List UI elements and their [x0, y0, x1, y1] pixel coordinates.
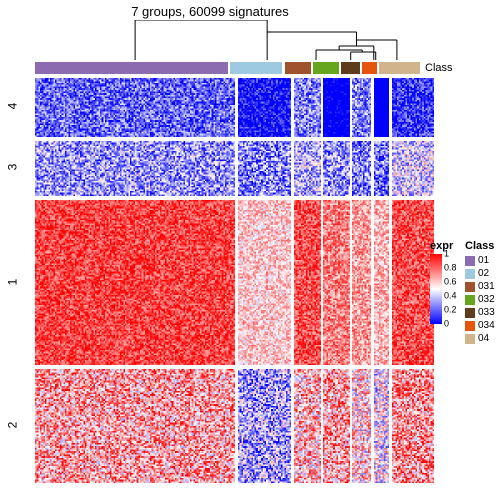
class-legend-label-01: 01: [478, 255, 489, 266]
heatmap-block-3-01: [35, 141, 235, 196]
class-legend: Class 01 02 031 032 033 034 04: [465, 240, 495, 345]
class-legend-item-02: 02: [465, 267, 495, 280]
class-legend-item-033: 033: [465, 306, 495, 319]
class-legend-swatch-031: [465, 282, 475, 292]
row-block-labels: 4 3 1 2: [0, 78, 30, 483]
expr-tick-0.6: 0.6: [444, 278, 457, 287]
class-seg-033: [341, 62, 360, 74]
class-seg-034: [362, 62, 377, 74]
heatmap-block-4-02: [238, 78, 292, 137]
heatmap-block-2-02: [238, 369, 292, 483]
heatmap-block-2-031: [294, 369, 321, 483]
heatmap-block-1-034: [374, 200, 389, 365]
row-label-3: 3: [6, 155, 20, 180]
heatmap-block-1-04: [392, 200, 434, 365]
column-dendrogram: [35, 20, 420, 60]
class-legend-swatch-033: [465, 308, 475, 318]
expr-tick-0.8: 0.8: [444, 264, 457, 273]
heatmap-block-3-032: [323, 141, 350, 196]
class-legend-title: Class: [465, 240, 495, 252]
class-legend-label-02: 02: [478, 268, 489, 279]
heatmap-col-04: [392, 78, 434, 483]
heatmap-block-3-034: [374, 141, 389, 196]
heatmap-block-4-032: [323, 78, 350, 137]
expr-tick-0: 0: [444, 320, 449, 329]
heatmap-block-4-04: [392, 78, 434, 137]
expr-tick-0.2: 0.2: [444, 306, 457, 315]
heatmap-block-1-02: [238, 200, 292, 365]
class-annotation-label: Class: [425, 62, 453, 74]
heatmap-col-02: [238, 78, 292, 483]
heatmap-block-4-031: [294, 78, 321, 137]
heatmap-block-2-033: [352, 369, 371, 483]
class-seg-032: [313, 62, 339, 74]
class-seg-04: [379, 62, 420, 74]
expr-tick-1: 1: [444, 250, 449, 259]
heatmap-col-032: [323, 78, 350, 483]
expr-gradient-bar: 10.80.60.40.20: [430, 254, 442, 324]
class-legend-label-032: 032: [478, 294, 495, 305]
class-legend-label-033: 033: [478, 307, 495, 318]
class-legend-label-04: 04: [478, 333, 489, 344]
class-seg-02: [230, 62, 282, 74]
class-legend-swatch-032: [465, 295, 475, 305]
heatmap-area: [35, 78, 420, 483]
class-legend-item-01: 01: [465, 254, 495, 267]
class-legend-item-031: 031: [465, 280, 495, 293]
heatmap-block-1-033: [352, 200, 371, 365]
heatmap-block-2-01: [35, 369, 235, 483]
row-label-2: 2: [6, 413, 20, 438]
heatmap-block-1-032: [323, 200, 350, 365]
class-seg-031: [285, 62, 311, 74]
class-legend-swatch-034: [465, 321, 475, 331]
class-legend-swatch-01: [465, 256, 475, 266]
heatmap-block-2-032: [323, 369, 350, 483]
class-legend-item-034: 034: [465, 319, 495, 332]
heatmap-col-031: [294, 78, 321, 483]
heatmap-col-033: [352, 78, 371, 483]
heatmap-block-3-033: [352, 141, 371, 196]
heatmap-block-4-034: [374, 78, 389, 137]
row-label-1: 1: [6, 269, 20, 294]
heatmap-block-2-04: [392, 369, 434, 483]
class-legend-label-031: 031: [478, 281, 495, 292]
class-legend-item-032: 032: [465, 293, 495, 306]
expr-tick-0.4: 0.4: [444, 292, 457, 301]
heatmap-block-1-031: [294, 200, 321, 365]
row-label-4: 4: [6, 94, 20, 119]
heatmap-block-3-031: [294, 141, 321, 196]
class-legend-swatch-04: [465, 334, 475, 344]
heatmap-block-1-01: [35, 200, 235, 365]
heatmap-block-3-02: [238, 141, 292, 196]
class-seg-01: [35, 62, 228, 74]
heatmap-col-034: [374, 78, 389, 483]
heatmap-col-01: [35, 78, 235, 483]
chart-title: 7 groups, 60099 signatures: [0, 4, 420, 19]
class-legend-label-034: 034: [478, 320, 495, 331]
class-legend-item-04: 04: [465, 332, 495, 345]
heatmap-block-3-04: [392, 141, 434, 196]
heatmap-block-2-034: [374, 369, 389, 483]
heatmap-block-4-01: [35, 78, 235, 137]
class-legend-swatch-02: [465, 269, 475, 279]
class-annotation-bar: [35, 62, 420, 74]
heatmap-block-4-033: [352, 78, 371, 137]
